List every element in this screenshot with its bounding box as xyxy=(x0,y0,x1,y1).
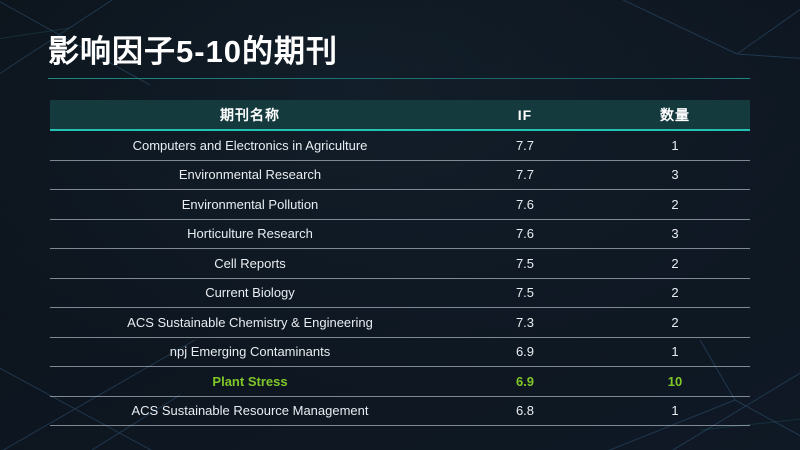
if-cell: 7.5 xyxy=(515,255,535,271)
journal-name-cell: ACS Sustainable Chemistry & Engineering xyxy=(127,314,373,330)
count-cell: 1 xyxy=(671,403,679,419)
count-cell: 2 xyxy=(671,255,679,271)
count-cell: 3 xyxy=(671,226,679,242)
page-title: 影响因子5-10的期刊 xyxy=(48,34,339,69)
title-underline-rule xyxy=(48,78,750,79)
table-row: npj Emerging Contaminants 6.9 1 xyxy=(50,338,750,367)
table-row: Environmental Research 7.7 3 xyxy=(50,161,750,190)
table-row-highlighted: Plant Stress 6.9 10 xyxy=(50,367,750,397)
journal-name-cell: Plant Stress xyxy=(212,373,288,389)
count-cell: 1 xyxy=(671,137,679,153)
count-cell: 10 xyxy=(667,373,683,389)
column-header-count: 数量 xyxy=(660,106,690,123)
count-cell: 2 xyxy=(671,314,679,330)
count-cell: 2 xyxy=(671,196,679,212)
table-header-row: 期刊名称 IF 数量 xyxy=(50,100,750,131)
journal-name-cell: Cell Reports xyxy=(214,255,286,271)
journal-name-cell: Environmental Pollution xyxy=(181,196,319,212)
column-header-journal-name: 期刊名称 xyxy=(220,106,280,123)
journal-name-cell: Computers and Electronics in Agriculture xyxy=(132,137,368,153)
if-cell: 7.5 xyxy=(515,285,535,301)
table-row: ACS Sustainable Resource Management 6.8 … xyxy=(50,397,750,426)
table-row: Current Biology 7.5 2 xyxy=(50,279,750,308)
table-row: Environmental Pollution 7.6 2 xyxy=(50,190,750,220)
table-row: Cell Reports 7.5 2 xyxy=(50,249,750,279)
journals-table: 期刊名称 IF 数量 Computers and Electronics in … xyxy=(50,100,750,426)
if-cell: 7.6 xyxy=(515,196,535,212)
journal-name-cell: Current Biology xyxy=(205,285,295,301)
table-row: Computers and Electronics in Agriculture… xyxy=(50,131,750,161)
count-cell: 3 xyxy=(671,167,679,183)
count-cell: 1 xyxy=(671,344,679,360)
if-cell: 7.7 xyxy=(515,167,535,183)
journal-name-cell: Environmental Research xyxy=(178,167,322,183)
table-row: ACS Sustainable Chemistry & Engineering … xyxy=(50,308,750,338)
if-cell: 7.3 xyxy=(515,314,535,330)
column-header-if: IF xyxy=(517,106,533,123)
if-cell: 7.6 xyxy=(515,226,535,242)
table-row: Horticulture Research 7.6 3 xyxy=(50,220,750,249)
table-body: Computers and Electronics in Agriculture… xyxy=(50,131,750,426)
if-cell: 6.9 xyxy=(515,373,535,389)
if-cell: 7.7 xyxy=(515,137,535,153)
count-cell: 2 xyxy=(671,285,679,301)
journal-name-cell: npj Emerging Contaminants xyxy=(169,344,331,360)
if-cell: 6.9 xyxy=(515,344,535,360)
if-cell: 6.8 xyxy=(515,403,535,419)
journal-name-cell: Horticulture Research xyxy=(187,226,313,242)
journal-name-cell: ACS Sustainable Resource Management xyxy=(131,403,369,419)
